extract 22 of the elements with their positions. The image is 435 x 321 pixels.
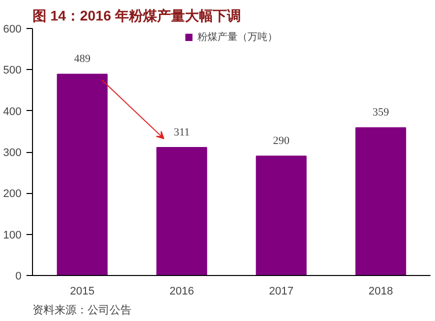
bar — [156, 146, 208, 276]
x-tick-label: 2015 — [70, 286, 94, 298]
bar — [56, 74, 108, 276]
y-tick-label: 300 — [3, 147, 22, 159]
y-tick-label: 100 — [3, 229, 22, 242]
text: 资料来源：公司公告 — [32, 304, 132, 316]
data-label: 359 — [372, 106, 390, 119]
y-tick-label: 400 — [3, 106, 22, 118]
x-tick-label: 2017 — [269, 286, 294, 298]
y-tick-label: 500 — [3, 64, 22, 77]
x-tick-label: 2016 — [170, 286, 194, 298]
bar — [355, 127, 406, 276]
data-label: 311 — [174, 126, 190, 138]
x-tick-label: 2018 — [368, 286, 393, 298]
data-label: 290 — [273, 135, 290, 148]
data-label: 489 — [74, 53, 91, 66]
y-tick-label: 200 — [3, 188, 22, 200]
legend-label: 粉煤产量（万吨） — [198, 30, 278, 44]
bar — [256, 156, 307, 276]
y-tick-label: 600 — [3, 24, 22, 36]
chart-title: 图 14：2016 年粉煤产量大幅下调 — [32, 8, 241, 24]
y-tick-label: 0 — [15, 270, 22, 282]
